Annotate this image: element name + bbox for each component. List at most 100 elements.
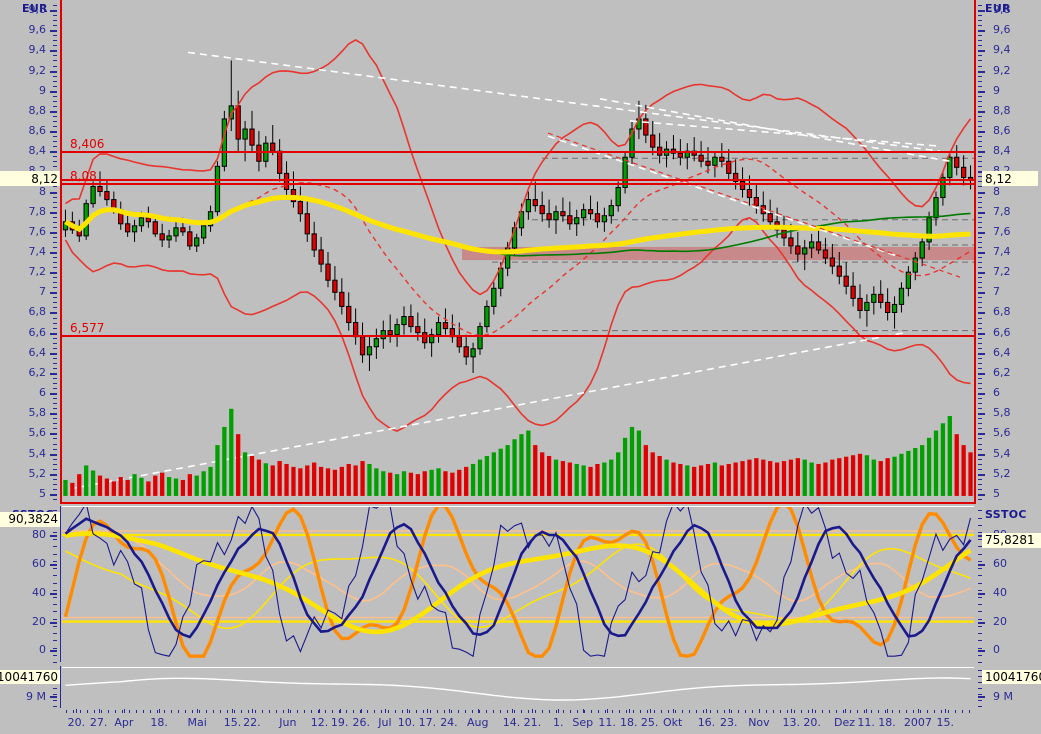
price-minor-tick: [978, 65, 982, 67]
price-minor-tick: [978, 478, 982, 480]
date-tick-label: Jul: [378, 716, 392, 729]
price-chart-plot[interactable]: [62, 0, 974, 504]
sstoc-minor-tick: [978, 604, 982, 606]
price-minor-tick: [53, 297, 57, 299]
price-minor-tick: [978, 80, 982, 82]
price-minor-tick: [53, 35, 57, 37]
volume-minor-tick: [978, 700, 982, 701]
date-minor-tick: [521, 710, 522, 713]
price-tick-mark: [978, 191, 985, 194]
price-tick-label: 7,8: [28, 204, 47, 218]
date-tick-mark: [159, 709, 161, 713]
price-tick-label: 7: [993, 285, 1000, 299]
price-minor-tick: [978, 473, 982, 475]
price-level-line: [62, 334, 974, 337]
date-minor-tick: [570, 710, 571, 713]
price-tick-label: 6,2: [993, 365, 1011, 379]
date-tick-mark: [361, 709, 363, 713]
price-minor-tick: [53, 393, 57, 395]
sstoc-minor-tick: [53, 582, 57, 584]
sstoc-minor-tick: [978, 640, 982, 642]
sstoc-tick-label: 60: [993, 556, 1007, 570]
sstoc-chart-plot[interactable]: [62, 506, 974, 662]
price-tick-label: 6: [39, 386, 46, 400]
date-minor-tick: [927, 710, 928, 713]
volume-left-border: [60, 666, 61, 708]
price-tick-mark: [50, 393, 57, 396]
price-minor-tick: [53, 186, 57, 188]
date-minor-tick: [220, 710, 221, 713]
price-minor-tick: [978, 418, 982, 420]
price-tick-label: 8,4: [993, 144, 1011, 158]
price-minor-tick: [53, 488, 57, 490]
price-minor-tick: [53, 423, 57, 425]
date-tick-label: 27.: [89, 716, 108, 729]
price-minor-tick: [978, 357, 982, 359]
price-tick-label: 7,6: [28, 224, 47, 238]
date-tick-label: Apr: [114, 716, 134, 729]
price-minor-tick: [53, 483, 57, 485]
price-minor-tick: [978, 433, 982, 435]
price-minor-tick: [978, 277, 982, 279]
sstoc-title-right: SSTOC: [985, 508, 1027, 521]
date-tick-label: 20.: [67, 716, 86, 729]
price-minor-tick: [978, 493, 982, 495]
price-plot-right-border: [974, 0, 976, 504]
right-axis-title: EUR: [985, 2, 1011, 15]
price-tick-label: 7,2: [993, 265, 1011, 279]
date-minor-tick: [486, 710, 487, 713]
volume-minor-tick: [978, 694, 982, 695]
price-minor-tick: [978, 327, 982, 329]
date-minor-tick: [157, 710, 158, 713]
price-minor-tick: [53, 206, 57, 208]
price-minor-tick: [53, 20, 57, 22]
sstoc-minor-tick: [978, 654, 982, 656]
price-minor-tick: [53, 357, 57, 359]
price-tick-mark: [50, 352, 57, 355]
price-minor-tick: [978, 312, 982, 314]
date-minor-tick: [108, 710, 109, 713]
sstoc-minor-tick: [978, 510, 982, 512]
sstoc-current-value-right: 75,8281: [982, 532, 1041, 548]
price-tick-label: 7: [39, 285, 46, 299]
price-tick-label: 5,8: [993, 406, 1011, 420]
volume-minor-tick: [53, 700, 57, 701]
date-tick-mark: [812, 709, 814, 713]
price-minor-tick: [53, 241, 57, 243]
price-minor-tick: [53, 246, 57, 248]
price-tick-label: 8,8: [28, 103, 47, 117]
price-minor-tick: [978, 367, 982, 369]
price-tick-mark: [50, 272, 57, 275]
date-tick-label: 11.: [857, 716, 875, 729]
date-tick-label: Okt: [662, 716, 683, 729]
price-minor-tick: [978, 272, 982, 274]
volume-current-value-right: 10041760: [982, 670, 1041, 684]
price-tick-label: 7,2: [28, 265, 47, 279]
price-tick-mark: [978, 211, 985, 214]
volume-chart-plot[interactable]: [62, 666, 974, 708]
price-minor-tick: [53, 231, 57, 233]
price-minor-tick: [53, 110, 57, 112]
price-minor-tick: [53, 493, 57, 495]
price-tick-label: 9: [993, 83, 1000, 97]
volume-tick-label: 9 M: [26, 690, 46, 703]
price-minor-tick: [53, 95, 57, 97]
date-minor-tick: [164, 710, 165, 713]
date-minor-tick: [605, 710, 606, 713]
price-minor-tick: [978, 352, 982, 354]
date-tick-mark: [628, 709, 630, 713]
date-minor-tick: [703, 710, 704, 713]
sstoc-minor-tick: [53, 510, 57, 512]
sstoc-left-border: [60, 506, 61, 662]
sstoc-tick-label: 40: [993, 585, 1007, 599]
sstoc-tick-mark: [50, 563, 57, 566]
sstoc-minor-tick: [978, 589, 982, 591]
price-minor-tick: [978, 246, 982, 248]
price-minor-tick: [53, 196, 57, 198]
sstoc-series-layer: [62, 506, 974, 658]
price-tick-label: 5: [993, 486, 1000, 500]
price-tick-label: 6,6: [993, 325, 1011, 339]
price-tick-label: 8,6: [28, 124, 47, 138]
price-tick-mark: [978, 10, 985, 13]
date-minor-tick: [836, 710, 837, 713]
